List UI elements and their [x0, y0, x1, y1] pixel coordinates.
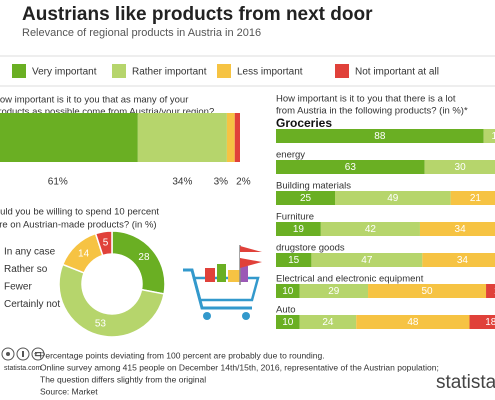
bar-segment: [424, 160, 495, 174]
bar-segment: [276, 129, 484, 143]
bar-segment: [356, 315, 470, 329]
bar-segment: [226, 113, 235, 162]
bar-segment: [234, 113, 240, 162]
bar-segment: [483, 129, 495, 143]
legend-swatch: [217, 64, 231, 78]
data-label: 34: [455, 224, 467, 235]
legend-swatch: [12, 64, 26, 78]
bar-segment: [419, 222, 495, 236]
data-label: 10: [282, 317, 294, 328]
data-label: 53: [95, 318, 107, 329]
donut-legend-label: Certainly not: [4, 299, 60, 310]
data-label: 3%: [214, 177, 229, 188]
bar-segment: [0, 113, 138, 162]
data-label: 2%: [236, 177, 251, 188]
data-label: 34%: [172, 177, 192, 188]
legend-label: Very important: [32, 67, 97, 78]
bar-segment: [422, 253, 495, 267]
data-label: 50: [421, 286, 433, 297]
data-label: 30: [455, 162, 467, 173]
data-label: 49: [387, 193, 399, 204]
data-label: 47: [361, 255, 373, 266]
donut-legend-label: Rather so: [4, 264, 48, 275]
category-label: energy: [276, 150, 305, 161]
brand-logo: statista: [436, 372, 495, 393]
data-label: 5: [103, 238, 109, 249]
bar-segment: [299, 284, 369, 298]
question: more on Austrian-made products? (in %): [0, 220, 157, 231]
question: Would you be willing to spend 10 percent: [0, 207, 159, 218]
donut-slice: [58, 263, 165, 338]
data-label: 24: [322, 317, 334, 328]
bar-segment: [276, 222, 321, 236]
bar-segment: [450, 191, 495, 205]
data-label: 10: [282, 286, 294, 297]
footnote: The question differs slightly from the o…: [40, 374, 206, 384]
bar-segment: [486, 284, 495, 298]
site: statista.com: [4, 365, 42, 372]
donut-legend-label: In any case: [4, 247, 56, 258]
subtitle: Relevance of regional products in Austri…: [22, 27, 261, 39]
data-label: 29: [328, 286, 340, 297]
question: How important is it to you that as many …: [0, 95, 188, 106]
data-label: 11: [494, 286, 495, 297]
data-label: 63: [345, 162, 357, 173]
legend-label: Not important at all: [355, 67, 439, 78]
legend-swatch: [112, 64, 126, 78]
data-label: 21: [470, 193, 482, 204]
legend-label: Less important: [237, 67, 303, 78]
legend-swatch: [335, 64, 349, 78]
data-label: 42: [365, 224, 377, 235]
bar-segment: [335, 191, 451, 205]
data-label: 25: [300, 193, 312, 204]
data-label: 61%: [48, 177, 68, 188]
category-label: Groceries: [276, 116, 332, 130]
data-label: 88: [374, 131, 386, 142]
bar-segment: [276, 160, 425, 174]
data-label: 14: [78, 248, 90, 259]
data-label: 34: [457, 255, 469, 266]
bar-segment: [276, 191, 335, 205]
category-label: Furniture: [276, 212, 314, 223]
legend-label: Rather important: [132, 67, 207, 78]
bar-segment: [137, 113, 227, 162]
bar-segment: [276, 284, 300, 298]
bar-segment: [469, 315, 495, 329]
question: How important is it to you that there is…: [276, 94, 456, 105]
category-label: drugstore goods: [276, 243, 345, 254]
bar-segment: [368, 284, 487, 298]
category-label: Auto: [276, 305, 296, 316]
footnote: Source: Market: [40, 386, 98, 396]
donut-legend-label: Fewer: [4, 282, 32, 293]
data-label: 15: [288, 255, 300, 266]
footnote: Online survey among 415 people on Decemb…: [40, 362, 439, 372]
bar-segment: [320, 222, 420, 236]
data-label: 48: [407, 317, 419, 328]
footer-icons: [1, 347, 45, 361]
question: from Austria in the following products? …: [276, 106, 468, 117]
bar-segment: [311, 253, 423, 267]
bar-segment: [299, 315, 357, 329]
bar-segment: [276, 253, 312, 267]
data-label: 11: [491, 131, 495, 142]
footnote: * Percentage points deviating from 100 p…: [34, 350, 325, 360]
category-label: Building materials: [276, 181, 351, 192]
donut-slice: [94, 230, 113, 257]
data-label: 28: [138, 252, 150, 263]
title: Austrians like products from next door: [22, 4, 373, 25]
category-label: Electrical and electronic equipment: [276, 274, 424, 285]
bar-segment: [276, 315, 300, 329]
question: products as possible come from Austria/y…: [0, 107, 214, 118]
data-label: 18: [485, 317, 495, 328]
data-label: 19: [293, 224, 305, 235]
cart-illustration: [183, 245, 262, 320]
